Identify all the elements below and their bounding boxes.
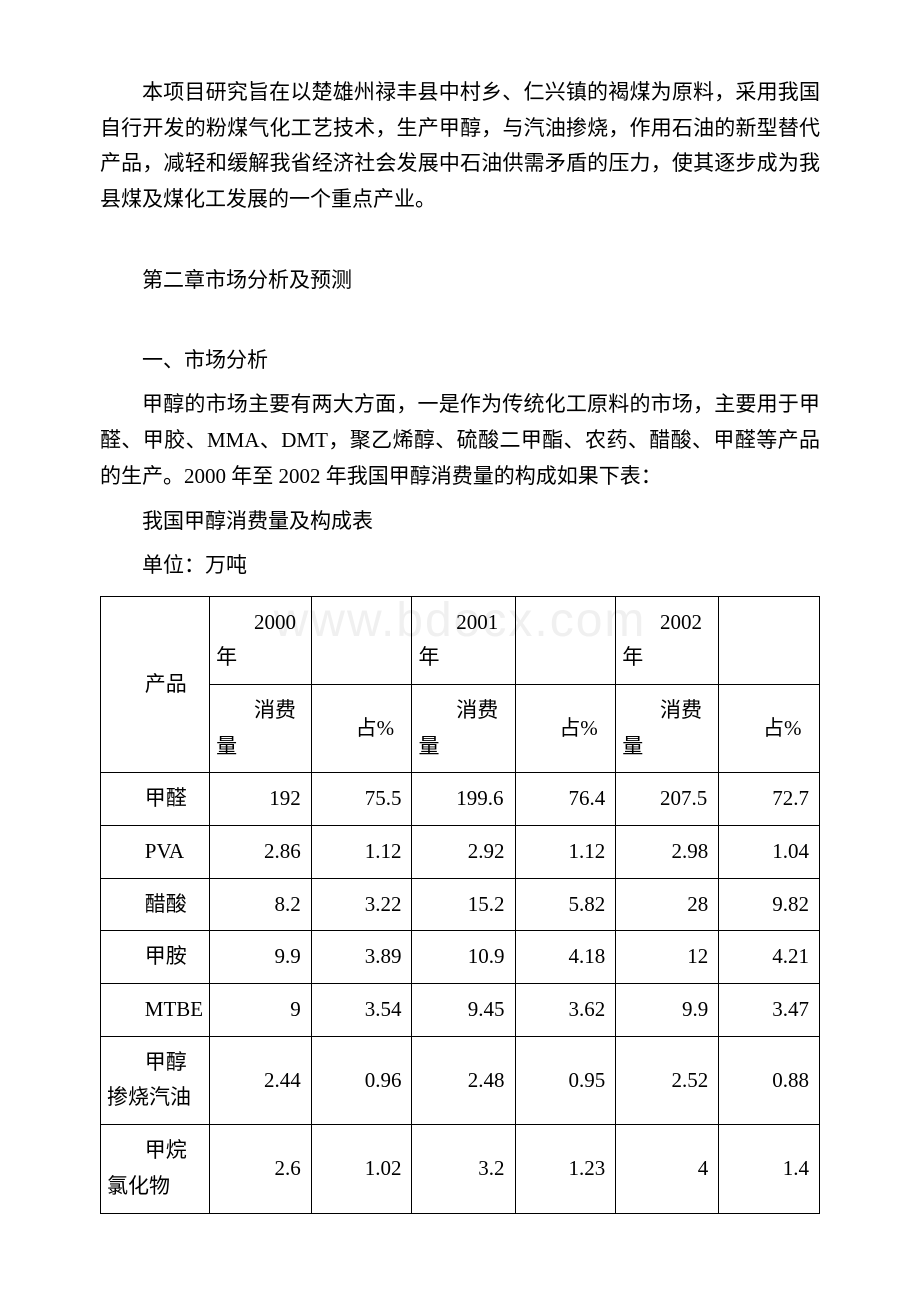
- table-row: MTBE 9 3.54 9.45 3.62 9.9 3.47: [101, 984, 820, 1037]
- header-percent: 占%: [719, 684, 820, 772]
- data-cell: 207.5: [616, 773, 719, 826]
- data-cell: 2.44: [210, 1036, 312, 1124]
- data-cell: 12: [616, 931, 719, 984]
- data-cell: 75.5: [311, 773, 412, 826]
- data-cell: 76.4: [515, 773, 616, 826]
- data-cell: 4: [616, 1125, 719, 1213]
- market-description: 甲醇的市场主要有两大方面，一是作为传统化工原料的市场，主要用于甲醛、甲胶、MMA…: [100, 387, 820, 494]
- header-year-2000: 2000年: [210, 596, 312, 684]
- consumption-table: 产品 2000年 2001年 2002年 消费量 占% 消费量 占% 消费量 占…: [100, 596, 820, 1214]
- data-cell: 15.2: [412, 878, 515, 931]
- data-cell: 1.23: [515, 1125, 616, 1213]
- data-cell: 2.6: [210, 1125, 312, 1213]
- intro-paragraph: 本项目研究旨在以楚雄州禄丰县中村乡、仁兴镇的褐煤为原料，采用我国自行开发的粉煤气…: [100, 75, 820, 218]
- data-cell: 9.45: [412, 984, 515, 1037]
- table-row: 醋酸 8.2 3.22 15.2 5.82 28 9.82: [101, 878, 820, 931]
- product-name: MTBE: [101, 984, 210, 1037]
- table-row: 甲烷氯化物 2.6 1.02 3.2 1.23 4 1.4: [101, 1125, 820, 1213]
- data-cell: 2.98: [616, 826, 719, 879]
- data-cell: 3.2: [412, 1125, 515, 1213]
- data-cell: 0.88: [719, 1036, 820, 1124]
- data-cell: 192: [210, 773, 312, 826]
- table-title: 我国甲醇消费量及构成表: [100, 504, 820, 540]
- header-consumption: 消费量: [616, 684, 719, 772]
- data-cell: 3.54: [311, 984, 412, 1037]
- header-percent: 占%: [515, 684, 616, 772]
- data-cell: 72.7: [719, 773, 820, 826]
- product-name: 甲胺: [101, 931, 210, 984]
- data-cell: 199.6: [412, 773, 515, 826]
- data-cell: 10.9: [412, 931, 515, 984]
- data-cell: 2.86: [210, 826, 312, 879]
- data-cell: 3.89: [311, 931, 412, 984]
- data-cell: 1.12: [311, 826, 412, 879]
- data-cell: 3.47: [719, 984, 820, 1037]
- section-title: 一、市场分析: [100, 343, 820, 379]
- header-percent: 占%: [311, 684, 412, 772]
- data-cell: 1.12: [515, 826, 616, 879]
- data-cell: 2.48: [412, 1036, 515, 1124]
- data-cell: 4.21: [719, 931, 820, 984]
- table-row: 甲醛 192 75.5 199.6 76.4 207.5 72.7: [101, 773, 820, 826]
- product-name: 甲醛: [101, 773, 210, 826]
- product-name: 甲醇掺烧汽油: [101, 1036, 210, 1124]
- header-year-2001: 2001年: [412, 596, 515, 684]
- data-cell: 8.2: [210, 878, 312, 931]
- data-cell: 2.92: [412, 826, 515, 879]
- data-cell: 3.22: [311, 878, 412, 931]
- product-name: PVA: [101, 826, 210, 879]
- data-cell: 28: [616, 878, 719, 931]
- header-empty: [311, 596, 412, 684]
- data-cell: 1.4: [719, 1125, 820, 1213]
- data-cell: 1.02: [311, 1125, 412, 1213]
- data-cell: 9.9: [210, 931, 312, 984]
- data-cell: 9.82: [719, 878, 820, 931]
- table-header-row-1: 产品 2000年 2001年 2002年: [101, 596, 820, 684]
- data-cell: 0.95: [515, 1036, 616, 1124]
- data-cell: 2.52: [616, 1036, 719, 1124]
- header-consumption: 消费量: [412, 684, 515, 772]
- table-row: PVA 2.86 1.12 2.92 1.12 2.98 1.04: [101, 826, 820, 879]
- header-consumption: 消费量: [210, 684, 312, 772]
- product-name: 甲烷氯化物: [101, 1125, 210, 1213]
- product-name: 醋酸: [101, 878, 210, 931]
- data-cell: 5.82: [515, 878, 616, 931]
- table-row: 甲醇掺烧汽油 2.44 0.96 2.48 0.95 2.52 0.88: [101, 1036, 820, 1124]
- table-row: 甲胺 9.9 3.89 10.9 4.18 12 4.21: [101, 931, 820, 984]
- header-empty: [515, 596, 616, 684]
- data-cell: 4.18: [515, 931, 616, 984]
- data-cell: 3.62: [515, 984, 616, 1037]
- data-cell: 1.04: [719, 826, 820, 879]
- header-empty: [719, 596, 820, 684]
- data-cell: 9: [210, 984, 312, 1037]
- data-cell: 0.96: [311, 1036, 412, 1124]
- data-cell: 9.9: [616, 984, 719, 1037]
- header-product: 产品: [101, 596, 210, 773]
- chapter-title: 第二章市场分析及预测: [100, 263, 820, 299]
- header-year-2002: 2002年: [616, 596, 719, 684]
- table-unit: 单位：万吨: [100, 548, 820, 584]
